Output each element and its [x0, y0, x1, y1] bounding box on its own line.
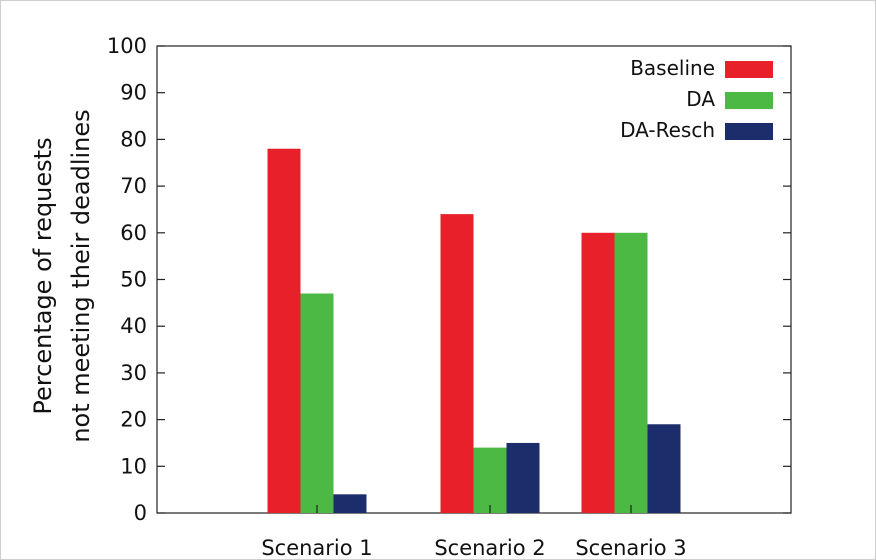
x-tick-label-scenario-1: Scenario 1 [261, 536, 372, 559]
y-tick-label-10: 10 [120, 454, 147, 478]
y-tick-label-30: 30 [120, 361, 147, 385]
legend-label-da: DA [686, 87, 715, 111]
legend-label-da-resch: DA-Resch [620, 118, 715, 142]
x-tick-label-scenario-2: Scenario 2 [434, 536, 545, 559]
y-tick-label-90: 90 [120, 81, 147, 105]
y-tick-label-60: 60 [120, 221, 147, 245]
y-tick-label-40: 40 [120, 314, 147, 338]
plot-border [156, 45, 792, 514]
legend-swatch-da [725, 92, 773, 109]
y-tick-label-80: 80 [120, 127, 147, 151]
y-tick-label-100: 100 [107, 34, 147, 58]
y-tick-label-50: 50 [120, 268, 147, 292]
bar-baseline-scenario-3 [581, 232, 615, 514]
legend-label-baseline: Baseline [630, 56, 715, 80]
legend-swatch-baseline [725, 61, 773, 78]
y-tick-label-70: 70 [120, 174, 147, 198]
bar-da-scenario-1 [300, 293, 334, 513]
x-tick-label-scenario-3: Scenario 3 [575, 536, 686, 559]
y-tick-label-0: 0 [134, 501, 147, 525]
y-axis-title-line-1: Percentage of requests [29, 137, 57, 414]
legend-swatch-da-resch [725, 123, 773, 140]
y-tick-label-20: 20 [120, 408, 147, 432]
legend: Baseline DA DA-Resch [620, 56, 773, 142]
bar-da-scenario-2 [473, 447, 507, 513]
bar-da-scenario-3 [614, 232, 648, 514]
bar-baseline-scenario-2 [440, 214, 474, 513]
plot-area: 0 10 20 30 40 50 60 70 80 90 100 Scenario 1 Scenario… [107, 34, 792, 559]
bar-da-resch-scenario-2 [506, 442, 540, 513]
bar-baseline-scenario-1 [267, 148, 301, 514]
bar-da-resch-scenario-1 [333, 494, 367, 513]
y-axis-title-line-2: not meeting their deadlines [67, 109, 95, 442]
bar-da-resch-scenario-3 [647, 424, 681, 513]
